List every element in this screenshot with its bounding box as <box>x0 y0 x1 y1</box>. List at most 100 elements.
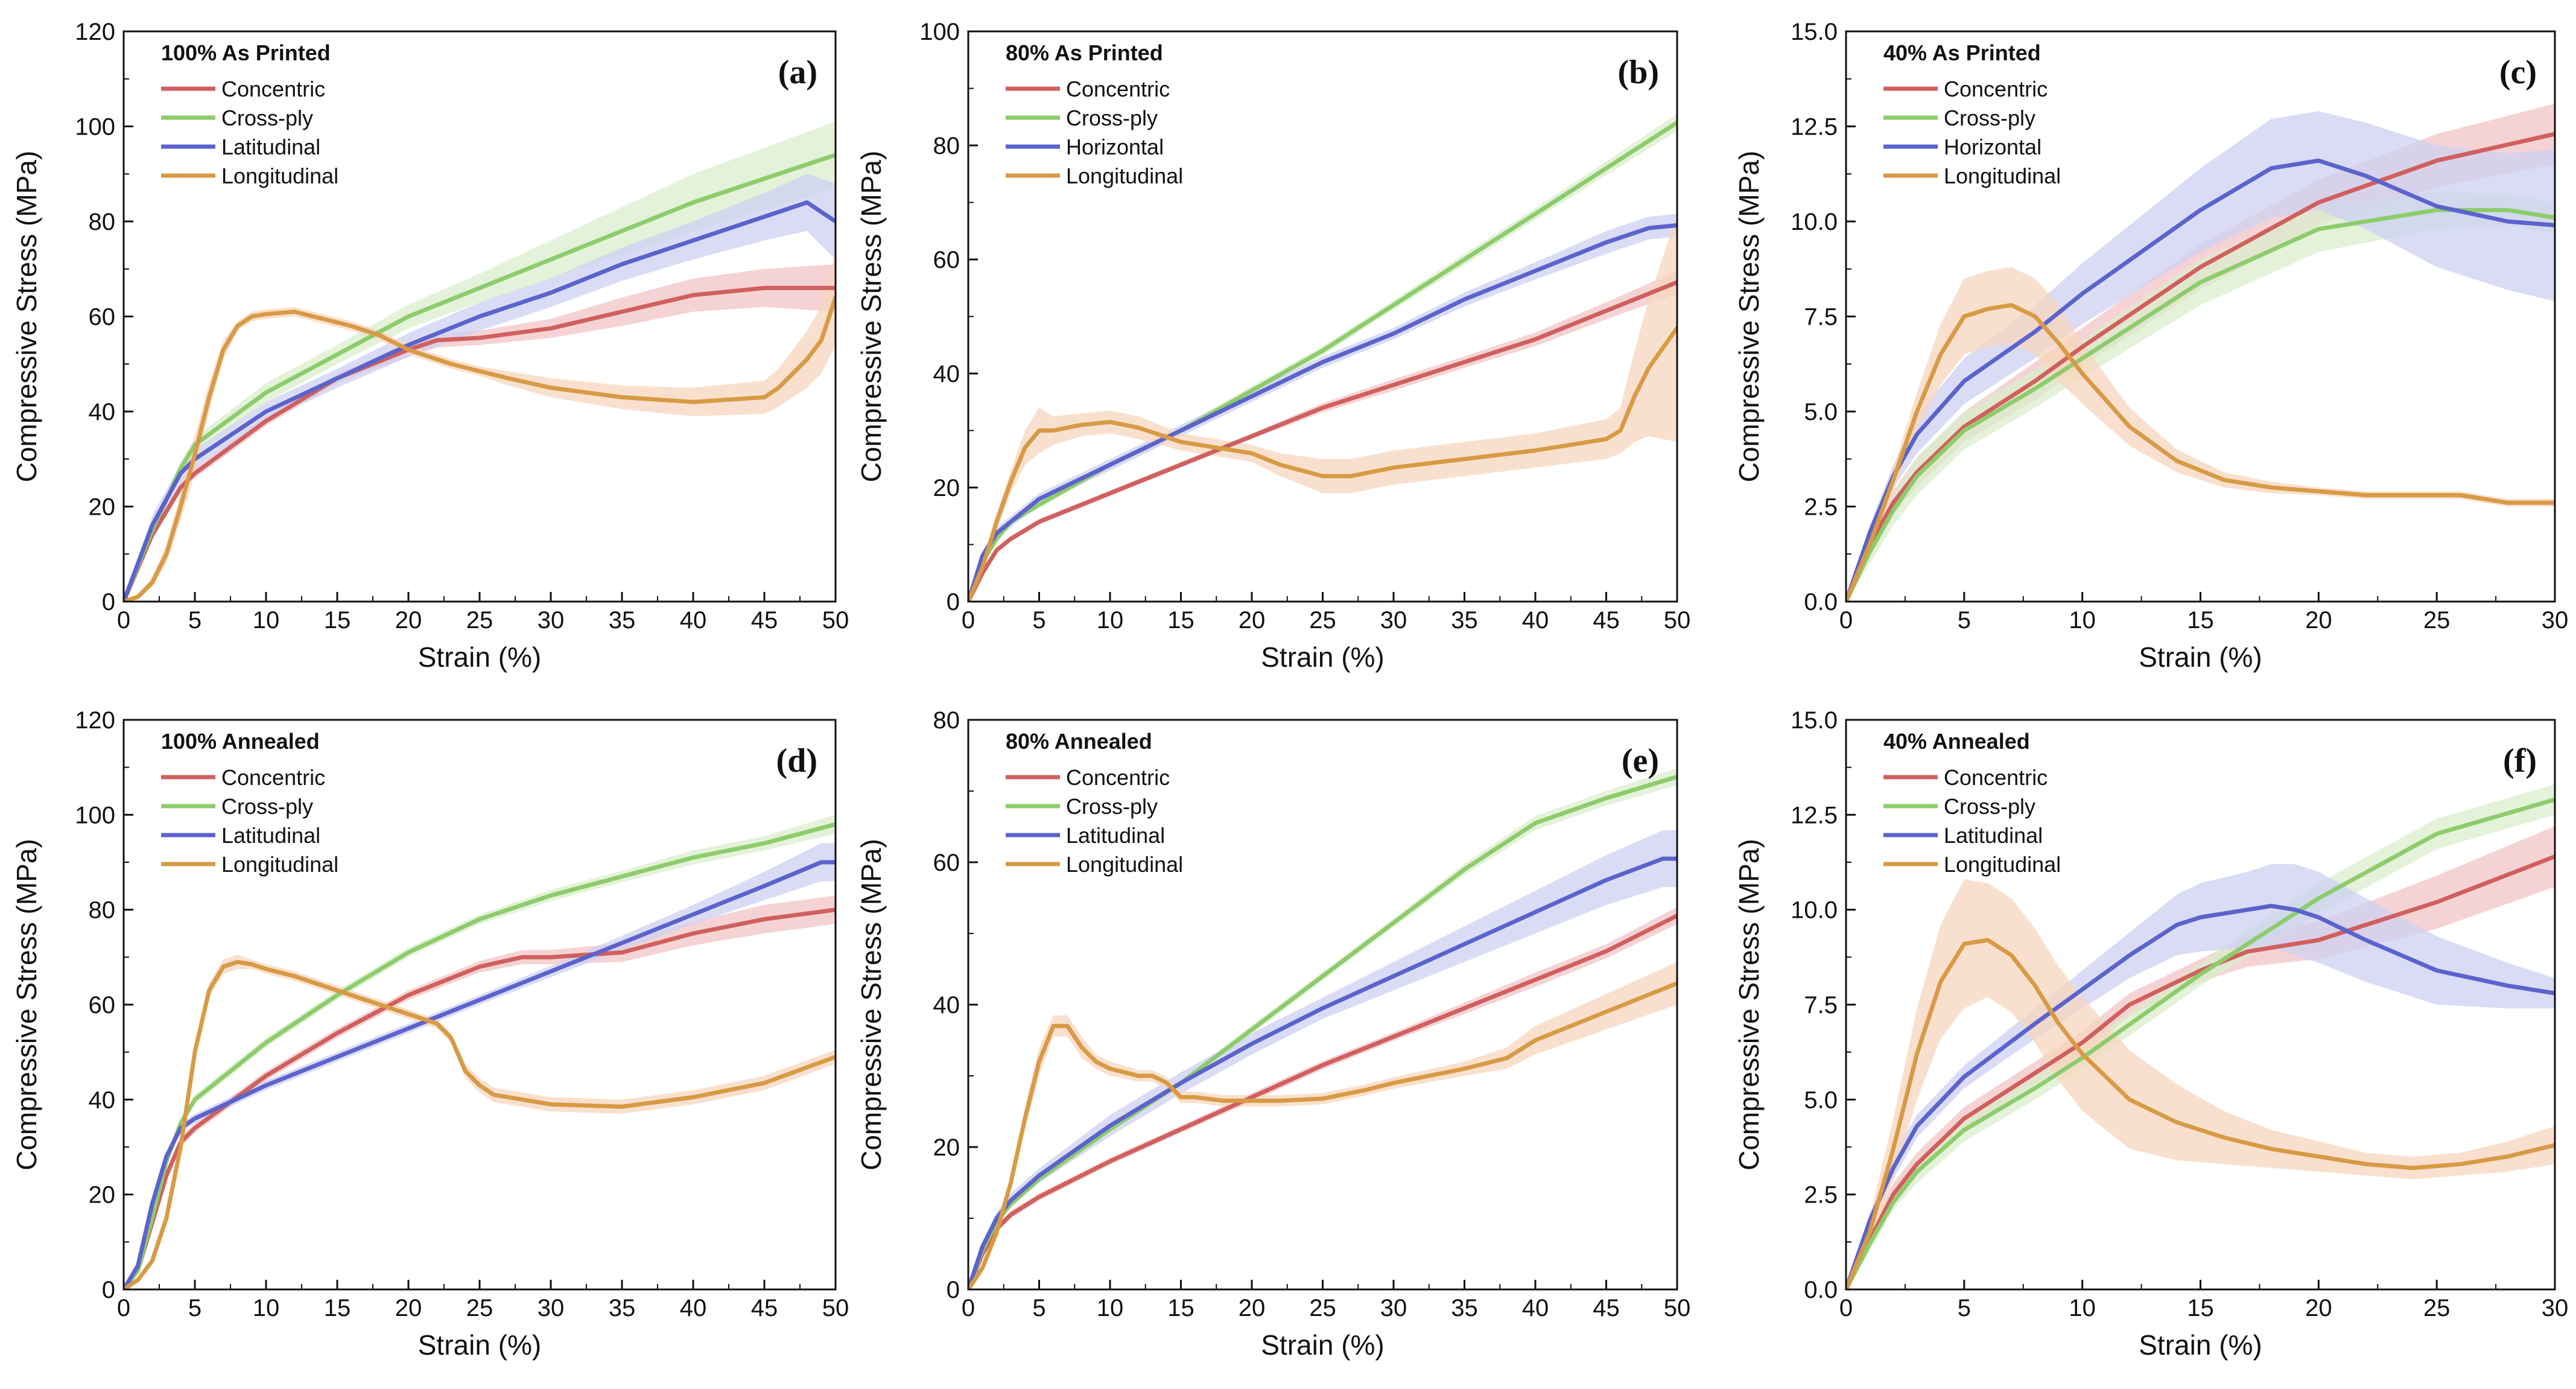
y-tick-label: 100 <box>75 114 115 141</box>
x-tick-label: 15 <box>2187 607 2214 634</box>
legend-label: Horizontal <box>1066 135 1164 159</box>
y-tick-label: 100 <box>919 19 960 45</box>
y-tick-label: 5.0 <box>1804 399 1838 425</box>
y-tick-label: 20 <box>933 1134 960 1161</box>
y-tick-label: 12.5 <box>1791 114 1838 141</box>
y-axis-title: Compressive Stress (MPa) <box>1733 839 1765 1171</box>
x-tick-label: 0 <box>117 1295 130 1321</box>
band-concentric <box>968 270 1677 602</box>
y-tick-label: 120 <box>75 19 115 45</box>
series-line-concentric <box>1846 132 2555 602</box>
series-line-longitudinal <box>1846 938 2555 1289</box>
band-longitudinal <box>968 962 1677 1289</box>
x-tick-label: 20 <box>395 1295 422 1321</box>
x-tick-label: 0 <box>962 1295 975 1321</box>
band-concentric <box>124 264 836 602</box>
x-axis-title: Strain (%) <box>418 1329 541 1361</box>
panel-label: (f) <box>2503 742 2537 780</box>
panel-label: (c) <box>2499 54 2537 91</box>
x-tick-label: 50 <box>1664 607 1691 634</box>
y-tick-label: 80 <box>89 209 116 235</box>
series-line-cross-ply <box>1846 797 2555 1289</box>
legend-label: Longitudinal <box>1944 852 2061 877</box>
series-line-latitudinal <box>124 860 836 1289</box>
y-tick-label: 80 <box>933 133 960 159</box>
band-concentric <box>968 907 1677 1289</box>
x-tick-label: 25 <box>466 1295 493 1321</box>
x-tick-label: 25 <box>1309 607 1336 634</box>
x-tick-label: 45 <box>751 1295 778 1321</box>
x-tick-label: 0 <box>1839 1295 1853 1321</box>
x-tick-label: 5 <box>188 607 201 634</box>
x-tick-label: 20 <box>1239 1295 1266 1321</box>
y-axis-title: Compressive Stress (MPa) <box>855 839 887 1171</box>
legend-title: 80% Annealed <box>1006 729 1152 754</box>
x-tick-label: 50 <box>822 1295 849 1321</box>
series-line-concentric <box>968 280 1677 602</box>
y-tick-label: 2.5 <box>1804 1182 1838 1209</box>
legend-title: 100% As Printed <box>161 40 331 65</box>
x-tick-label: 5 <box>1958 1295 1971 1321</box>
x-tick-label: 10 <box>1097 607 1124 634</box>
x-tick-label: 0 <box>117 607 130 634</box>
x-tick-label: 50 <box>822 607 849 634</box>
legend-title: 80% As Printed <box>1006 40 1163 65</box>
line-group <box>968 774 1677 1289</box>
band-latitudinal <box>1846 864 2555 1289</box>
x-tick-label: 10 <box>253 1295 280 1321</box>
y-tick-label: 15.0 <box>1791 707 1838 734</box>
y-tick-label: 60 <box>89 304 116 331</box>
band-horizontal <box>1846 111 2555 602</box>
x-tick-label: 30 <box>2542 607 2569 634</box>
series-line-concentric <box>124 285 836 602</box>
x-tick-label: 50 <box>1664 1295 1691 1321</box>
y-tick-label: 0 <box>947 589 960 615</box>
panel-c: 0 5 10 15 20 25 30 0.0 2.5 5.0 7.5 10.0 12.5 15.0 Stra… <box>1733 19 2568 673</box>
x-tick-label: 15 <box>324 607 351 634</box>
series-line-longitudinal <box>1846 303 2555 602</box>
x-axis-title: Strain (%) <box>1261 1329 1384 1361</box>
series-line-longitudinal <box>968 981 1677 1289</box>
panel-b: 0 5 10 15 20 25 30 35 40 45 50 0 20 40 60 80 100 Strain (… <box>855 19 1690 673</box>
band-group <box>968 768 1677 1289</box>
x-tick-label: 45 <box>751 607 778 634</box>
y-tick-label: 60 <box>933 247 960 273</box>
band-group <box>124 121 836 602</box>
legend-label: Longitudinal <box>221 852 338 877</box>
y-tick-label: 120 <box>75 707 115 734</box>
line-group <box>124 822 836 1289</box>
y-tick-label: 40 <box>89 1087 116 1113</box>
x-tick-label: 20 <box>2305 607 2332 634</box>
panel-a: 0 5 10 15 20 25 30 35 40 45 50 0 20 40 60 80 100 120 Strai… <box>11 19 849 673</box>
x-axis-title: Strain (%) <box>2139 1329 2262 1361</box>
legend-label: Horizontal <box>1944 135 2041 159</box>
x-tick-label: 5 <box>188 1295 201 1321</box>
legend-title: 100% Annealed <box>161 729 320 754</box>
panel-d: 0 5 10 15 20 25 30 35 40 45 50 0 20 40 60 80 100 120 Strai… <box>11 707 849 1361</box>
legend-label: Latitudinal <box>221 823 320 848</box>
legend-label: Concentric <box>1944 77 2048 101</box>
legend-label: Cross-ply <box>221 794 313 819</box>
y-tick-label: 20 <box>933 475 960 501</box>
y-tick-label: 40 <box>933 361 960 387</box>
y-tick-label: 0 <box>947 1277 960 1303</box>
x-tick-label: 30 <box>538 1295 565 1321</box>
legend-label: Longitudinal <box>1066 164 1183 188</box>
series-line-longitudinal <box>124 959 836 1289</box>
x-tick-label: 10 <box>253 607 280 634</box>
y-tick-label: 0.0 <box>1804 589 1838 615</box>
y-tick-label: 100 <box>75 802 115 828</box>
y-axis-title: Compressive Stress (MPa) <box>11 151 42 483</box>
x-tick-label: 0 <box>962 607 975 634</box>
y-tick-label: 7.5 <box>1804 304 1838 331</box>
legend-label: Concentric <box>1944 765 2048 790</box>
series-line-latitudinal <box>968 856 1677 1289</box>
y-axis-title: Compressive Stress (MPa) <box>11 839 42 1171</box>
x-axis-title: Strain (%) <box>1261 641 1384 673</box>
legend-title: 40% Annealed <box>1883 729 2030 754</box>
legend-label: Cross-ply <box>221 106 313 130</box>
x-tick-label: 25 <box>2423 1295 2451 1321</box>
x-axis-title: Strain (%) <box>418 641 541 673</box>
x-tick-label: 15 <box>1167 607 1194 634</box>
x-tick-label: 40 <box>1522 607 1549 634</box>
